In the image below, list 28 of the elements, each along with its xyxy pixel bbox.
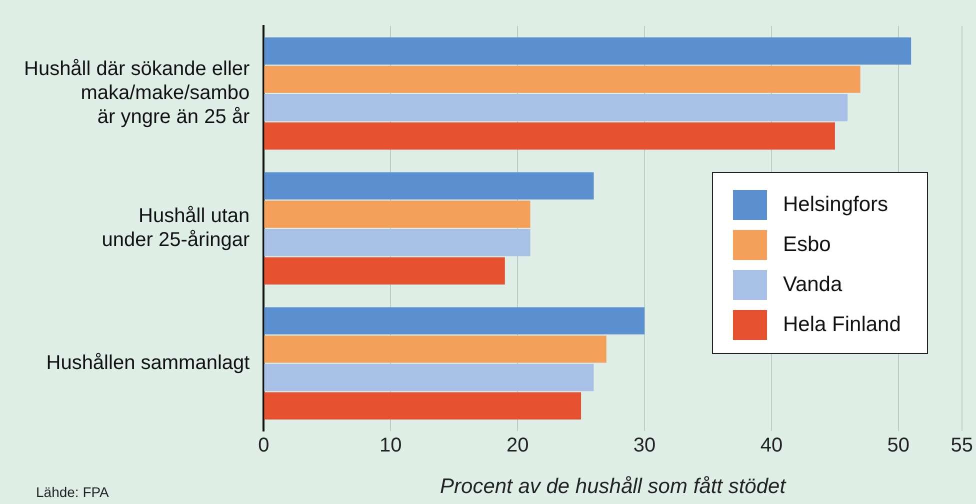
- x-tick-label: 40: [760, 434, 783, 456]
- y-tick-label: Hushåll där sökande eller maka/make/sambo är yngre än 25 år: [24, 58, 250, 128]
- x-tick-label: 0: [258, 434, 270, 456]
- y-tick-label: Hushållen sammanlagt: [46, 352, 250, 374]
- bar: [264, 228, 530, 256]
- legend-label: Hela Finland: [783, 313, 901, 337]
- y-tick-label: Hushåll utan under 25-åringar: [102, 204, 250, 251]
- x-tick-label: 50: [887, 434, 910, 456]
- legend-label: Helsingfors: [783, 193, 888, 217]
- bar: [264, 200, 530, 228]
- text: Lähde: FPA: [36, 484, 109, 500]
- bar: [264, 94, 848, 122]
- bar: [264, 307, 645, 334]
- bar: [264, 37, 912, 65]
- x-tick-label: 30: [633, 434, 656, 456]
- x-axis-title: Procent av de hushåll som fått stödet: [440, 475, 787, 498]
- bar: [264, 122, 835, 150]
- legend-label: Vanda: [783, 273, 842, 297]
- legend-label: Esbo: [783, 233, 831, 257]
- x-tick-label: 55: [950, 434, 973, 456]
- x-tick-label: 10: [380, 434, 402, 456]
- x-tick-label: 20: [506, 434, 529, 456]
- bar: [264, 336, 606, 363]
- bar: [264, 66, 860, 93]
- bar: [264, 364, 594, 392]
- bar: [264, 172, 594, 200]
- bar: [264, 257, 505, 285]
- bar: [264, 392, 582, 420]
